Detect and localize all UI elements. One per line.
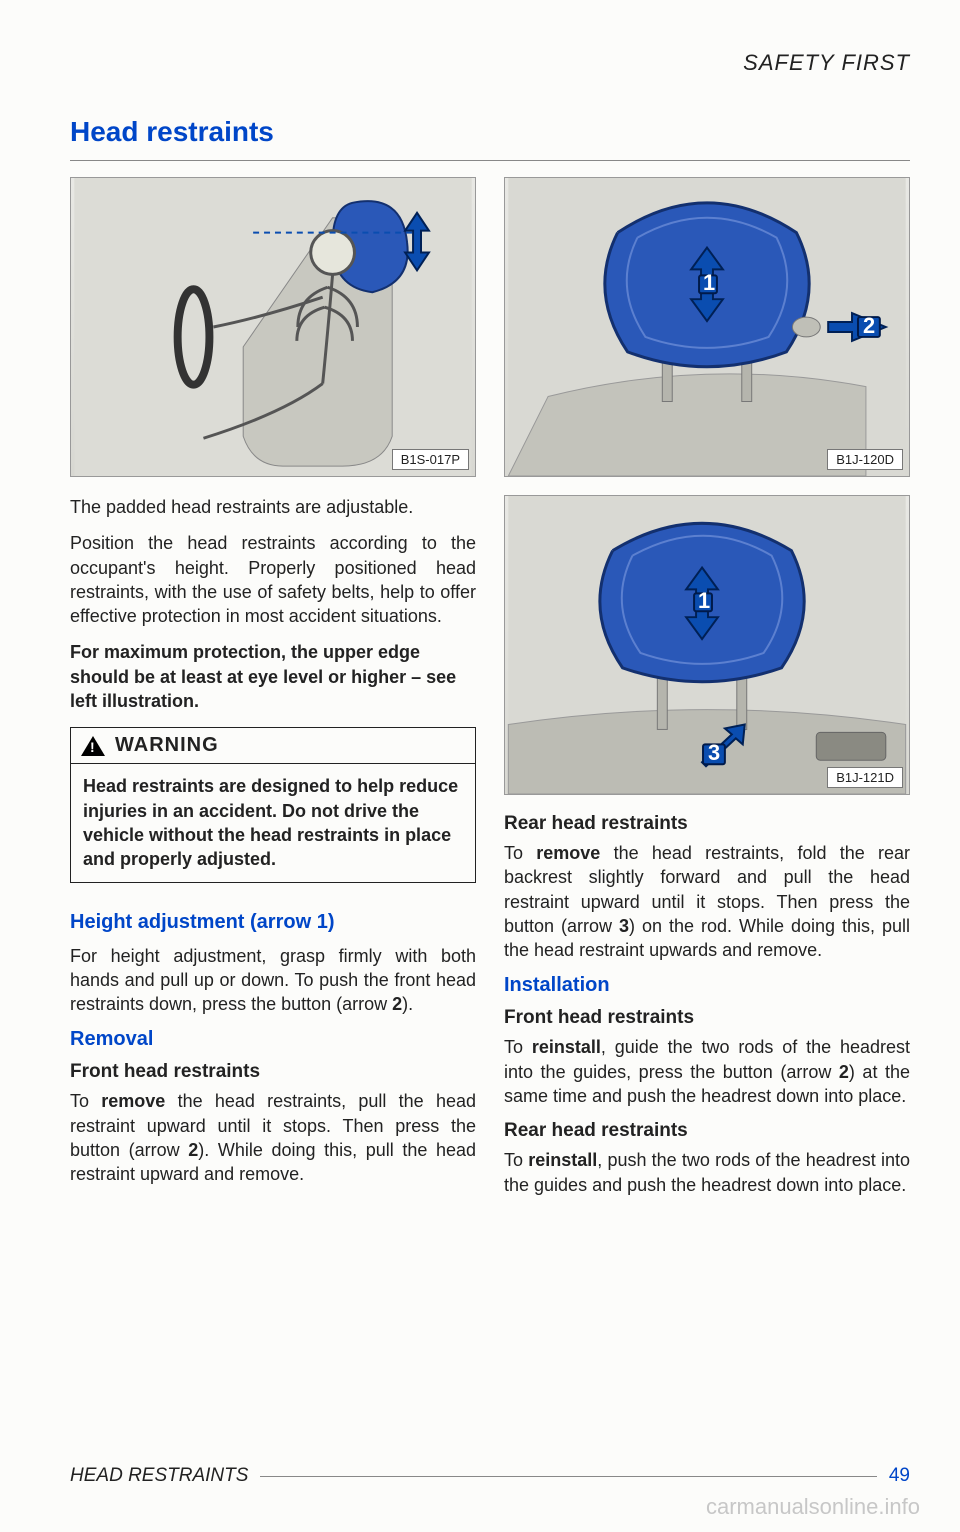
subheading-black: Rear head restraints — [504, 813, 910, 835]
warning-heading-text: WARNING — [115, 734, 219, 757]
section-header: SAFETY FIRST — [70, 50, 910, 76]
page-footer: HEAD RESTRAINTS 49 — [70, 1465, 910, 1487]
text-run: To — [70, 1091, 101, 1111]
paragraph: To remove the head restraints, pull the … — [70, 1089, 476, 1186]
warning-body: Head restraints are designed to help red… — [71, 764, 475, 881]
text-run: For height adjustment, grasp firmly with… — [70, 946, 476, 1015]
text-bold: reinstall — [532, 1037, 601, 1057]
paragraph: Position the head restraints according t… — [70, 531, 476, 628]
text-bold: remove — [536, 843, 600, 863]
text-run: To — [504, 843, 536, 863]
text-run: To — [504, 1150, 528, 1170]
text-bold: remove — [101, 1091, 165, 1111]
text-bold: 2 — [839, 1062, 849, 1082]
page-title: Head restraints — [70, 116, 910, 148]
paragraph: To remove the head restraints, fold the … — [504, 841, 910, 962]
warning-box: WARNING Head restraints are designed to … — [70, 727, 476, 882]
figure-label: B1S-017P — [392, 449, 469, 470]
paragraph: The padded head restraints are adjustabl… — [70, 495, 476, 519]
footer-label: HEAD RESTRAINTS — [70, 1465, 248, 1487]
warning-heading: WARNING — [71, 728, 475, 764]
watermark: carmanualsonline.info — [706, 1494, 920, 1520]
warning-triangle-icon — [81, 736, 105, 756]
svg-text:3: 3 — [708, 740, 720, 765]
paragraph: To reinstall, guide the two rods of the … — [504, 1035, 910, 1108]
figure-rear-headrest: 1 3 B1J-121D — [504, 495, 910, 795]
subheading-black: Front head restraints — [70, 1061, 476, 1083]
subheading-black: Front head restraints — [504, 1007, 910, 1029]
text-run: To — [504, 1037, 532, 1057]
left-column: B1S-017P The padded head restraints are … — [70, 177, 476, 1209]
text-bold: 2 — [188, 1140, 198, 1160]
paragraph-bold: For maximum protection, the upper edge s… — [70, 640, 476, 713]
svg-text:1: 1 — [703, 270, 715, 295]
page-number: 49 — [889, 1465, 910, 1487]
footer-rule — [260, 1476, 876, 1477]
text-bold: 2 — [392, 994, 402, 1014]
subheading: Height adjustment (arrow 1) — [70, 911, 476, 934]
figure-skeleton-driver: B1S-017P — [70, 177, 476, 477]
svg-text:1: 1 — [698, 588, 710, 613]
right-column: 1 2 B1J-120D — [504, 177, 910, 1209]
two-column-layout: B1S-017P The padded head restraints are … — [70, 177, 910, 1209]
figure-label: B1J-121D — [827, 767, 903, 788]
figure-label: B1J-120D — [827, 449, 903, 470]
text-run: ). — [402, 994, 413, 1014]
figure-front-headrest: 1 2 B1J-120D — [504, 177, 910, 477]
svg-text:2: 2 — [863, 313, 875, 338]
subheading-black: Rear head restraints — [504, 1120, 910, 1142]
title-rule — [70, 160, 910, 161]
paragraph: For height adjustment, grasp firmly with… — [70, 944, 476, 1017]
text-bold: 3 — [619, 916, 629, 936]
subheading: Removal — [70, 1028, 476, 1051]
subheading: Installation — [504, 974, 910, 997]
paragraph: To reinstall, push the two rods of the h… — [504, 1148, 910, 1197]
text-bold: reinstall — [528, 1150, 597, 1170]
